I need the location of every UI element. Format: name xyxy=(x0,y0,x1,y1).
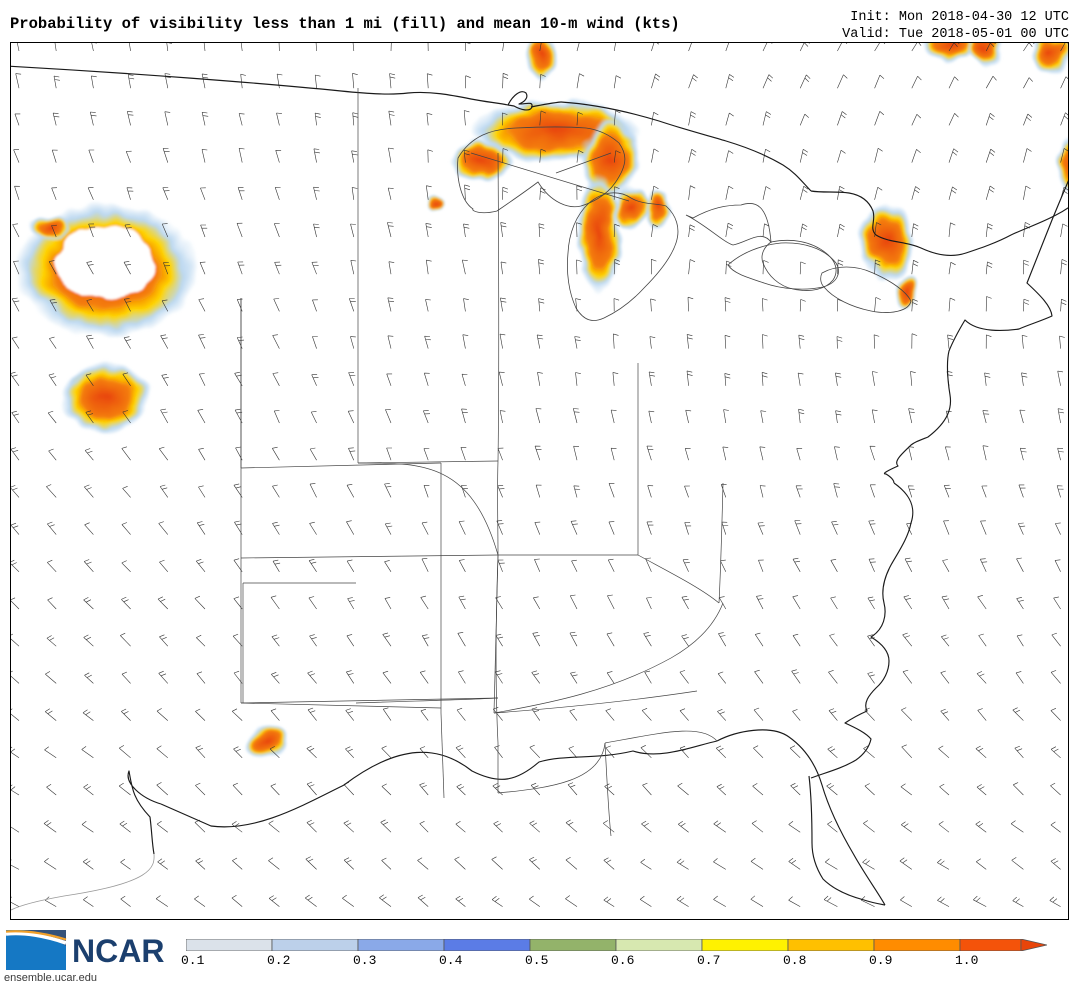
svg-text:NCAR: NCAR xyxy=(72,933,164,969)
